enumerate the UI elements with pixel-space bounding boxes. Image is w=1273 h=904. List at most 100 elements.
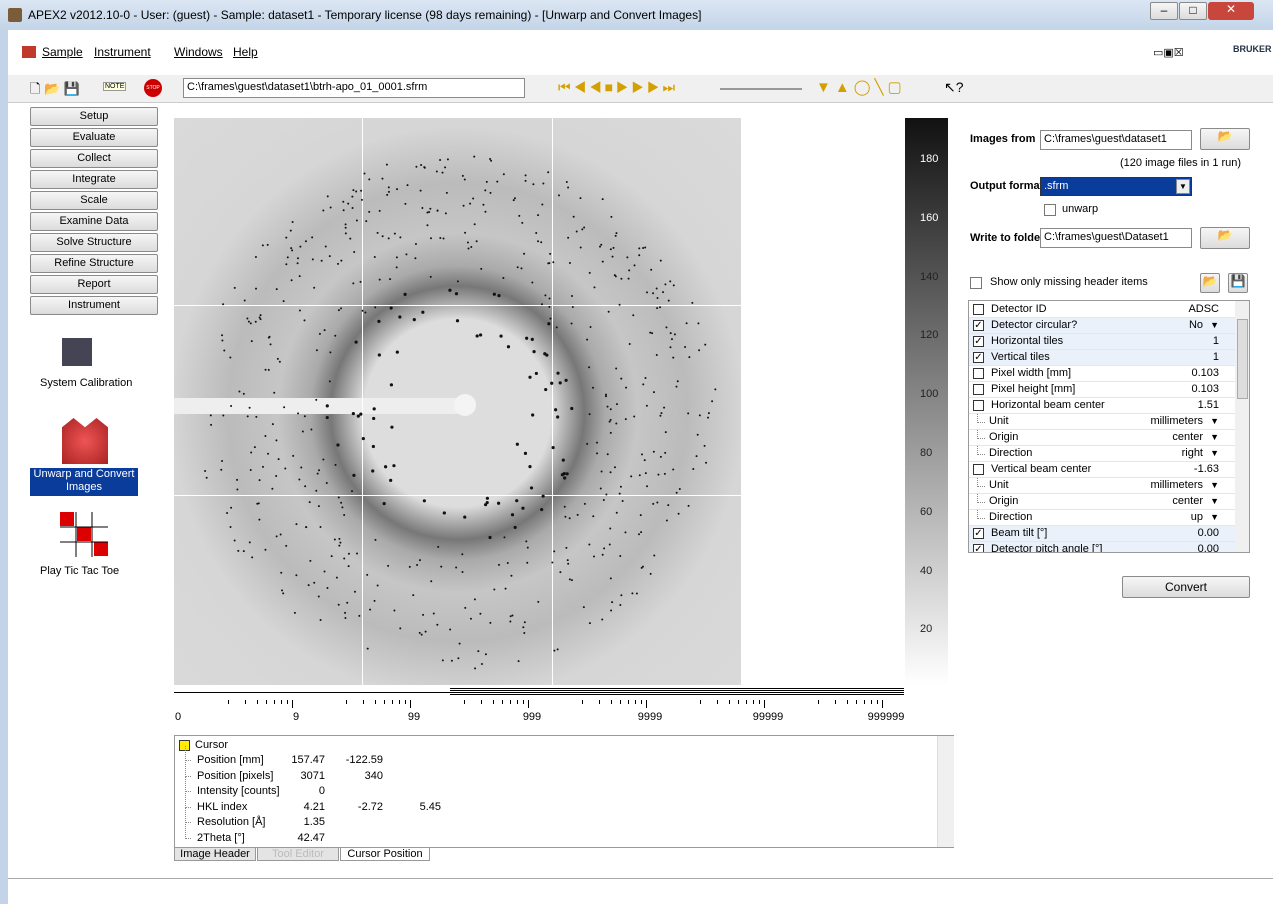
tictactoe-icon[interactable] (60, 512, 108, 557)
checkbox[interactable]: ✓ (973, 352, 984, 363)
browse-button[interactable]: 📂 (1200, 227, 1250, 249)
frame-navigation[interactable]: ⏮◀◀■▶▶▶⏭ (558, 79, 678, 96)
dropdown-arrow[interactable]: ▼ (1210, 416, 1219, 426)
diffraction-spot (267, 244, 269, 246)
property-value[interactable]: up (1191, 511, 1203, 523)
dropdown-arrow[interactable]: ▼ (1210, 320, 1219, 330)
nav-button[interactable]: Solve Structure (30, 233, 158, 252)
checkbox[interactable]: ✓ (973, 528, 984, 539)
property-value[interactable]: 0.103 (1191, 383, 1219, 395)
checkbox[interactable] (973, 384, 984, 395)
tool-label[interactable]: System Calibration (40, 377, 132, 389)
calibration-icon[interactable] (62, 338, 92, 366)
diffraction-spot (486, 497, 489, 500)
scrollbar[interactable] (1235, 301, 1250, 552)
unwarp-icon[interactable] (62, 418, 108, 464)
diffraction-spot (615, 235, 617, 237)
tab[interactable]: Cursor Position (340, 847, 430, 861)
shape-tools[interactable]: ▼▲◯╲▢ (816, 78, 906, 96)
checkbox[interactable]: ✓ (973, 336, 984, 347)
path-field[interactable]: C:\frames\guest\dataset1 (1040, 130, 1192, 150)
property-value[interactable]: -1.63 (1194, 463, 1219, 475)
tool-label-selected[interactable]: Unwarp and Convert Images (30, 468, 138, 496)
property-value[interactable]: right (1182, 447, 1203, 459)
format-select[interactable]: .sfrm (1040, 177, 1192, 196)
tool-label[interactable]: Play Tic Tac Toe (40, 565, 119, 577)
diffraction-image[interactable] (174, 118, 741, 685)
checkbox[interactable] (970, 277, 982, 289)
menu-item[interactable]: Instrument (94, 45, 151, 59)
nav-button[interactable]: Setup (30, 107, 158, 126)
diffraction-spot (442, 172, 444, 174)
dropdown-arrow[interactable]: ▼ (1176, 179, 1190, 194)
dropdown-arrow[interactable]: ▼ (1210, 480, 1219, 490)
frame-slider[interactable] (720, 88, 802, 90)
dropdown-arrow[interactable]: ▼ (1210, 512, 1219, 522)
menu-item[interactable]: Help (233, 45, 258, 59)
open-button[interactable]: 📂 (1200, 273, 1220, 293)
menu-item[interactable]: Sample (42, 45, 83, 59)
property-value[interactable]: 1 (1213, 335, 1219, 347)
nav-button[interactable]: Examine Data (30, 212, 158, 231)
property-value[interactable]: 0.00 (1198, 527, 1219, 539)
path-field[interactable]: C:\frames\guest\Dataset1 (1040, 228, 1192, 248)
property-value[interactable]: 1.51 (1198, 399, 1219, 411)
checkbox[interactable] (973, 400, 984, 411)
nav-button[interactable]: Refine Structure (30, 254, 158, 273)
tab[interactable]: Tool Editor (257, 847, 339, 861)
diffraction-spot (620, 378, 622, 380)
checkbox[interactable] (973, 304, 984, 315)
contrast-slider[interactable] (174, 687, 904, 697)
diffraction-spot (271, 488, 273, 490)
dropdown-arrow[interactable]: ▼ (1210, 496, 1219, 506)
dropdown-arrow[interactable]: ▼ (1210, 448, 1219, 458)
checkbox[interactable] (973, 464, 984, 475)
checkbox[interactable] (973, 368, 984, 379)
file-path[interactable]: C:\frames\guest\dataset1\btrh-apo_01_000… (183, 78, 525, 98)
nav-button[interactable]: Integrate (30, 170, 158, 189)
property-value[interactable]: center (1172, 495, 1203, 507)
browse-button[interactable]: 📂 (1200, 128, 1250, 150)
file-tools[interactable]: 🗋 📂 💾 (30, 80, 80, 102)
note-button[interactable]: NOTE (103, 82, 126, 91)
diffraction-spot (641, 453, 643, 455)
checkbox[interactable] (1044, 204, 1056, 216)
save-button[interactable]: 💾 (1228, 273, 1248, 293)
slider-tick (493, 700, 494, 704)
property-row: Pixel height [mm]0.103 (969, 382, 1235, 398)
diffraction-spot (374, 256, 376, 258)
property-value[interactable]: center (1172, 431, 1203, 443)
property-value[interactable]: 0.00 (1198, 543, 1219, 553)
diffraction-spot (462, 175, 464, 177)
scrollbar[interactable] (937, 736, 954, 847)
diffraction-spot (540, 508, 543, 511)
nav-button[interactable]: Instrument (30, 296, 158, 315)
property-value[interactable]: No (1189, 319, 1203, 331)
maximize-button[interactable]: □ (1179, 2, 1207, 20)
checkbox[interactable]: ✓ (973, 320, 984, 331)
diffraction-spot (507, 562, 509, 564)
diffraction-spot (602, 198, 604, 200)
dropdown-arrow[interactable]: ▼ (1210, 432, 1219, 442)
close-button[interactable]: ✕ (1208, 2, 1254, 20)
convert-button[interactable]: Convert (1122, 576, 1250, 598)
property-value[interactable]: 0.103 (1191, 367, 1219, 379)
property-value[interactable]: 1 (1213, 351, 1219, 363)
mdi-controls[interactable]: ▭▣☒ (1153, 46, 1184, 59)
nav-button[interactable]: Evaluate (30, 128, 158, 147)
diffraction-spot (645, 377, 647, 379)
diffraction-spot (590, 326, 592, 328)
help-pointer[interactable]: ↖? (944, 79, 964, 96)
property-value[interactable]: ADSC (1188, 303, 1219, 315)
nav-button[interactable]: Report (30, 275, 158, 294)
property-value[interactable]: millimeters (1150, 479, 1203, 491)
property-name: Unit (989, 415, 1009, 427)
stop-button[interactable]: STOP (144, 79, 162, 97)
nav-button[interactable]: Scale (30, 191, 158, 210)
checkbox[interactable]: ✓ (973, 544, 984, 553)
property-value[interactable]: millimeters (1150, 415, 1203, 427)
tab[interactable]: Image Header (174, 847, 256, 861)
nav-button[interactable]: Collect (30, 149, 158, 168)
minimize-button[interactable]: – (1150, 2, 1178, 20)
menu-item[interactable]: Windows (174, 45, 223, 59)
